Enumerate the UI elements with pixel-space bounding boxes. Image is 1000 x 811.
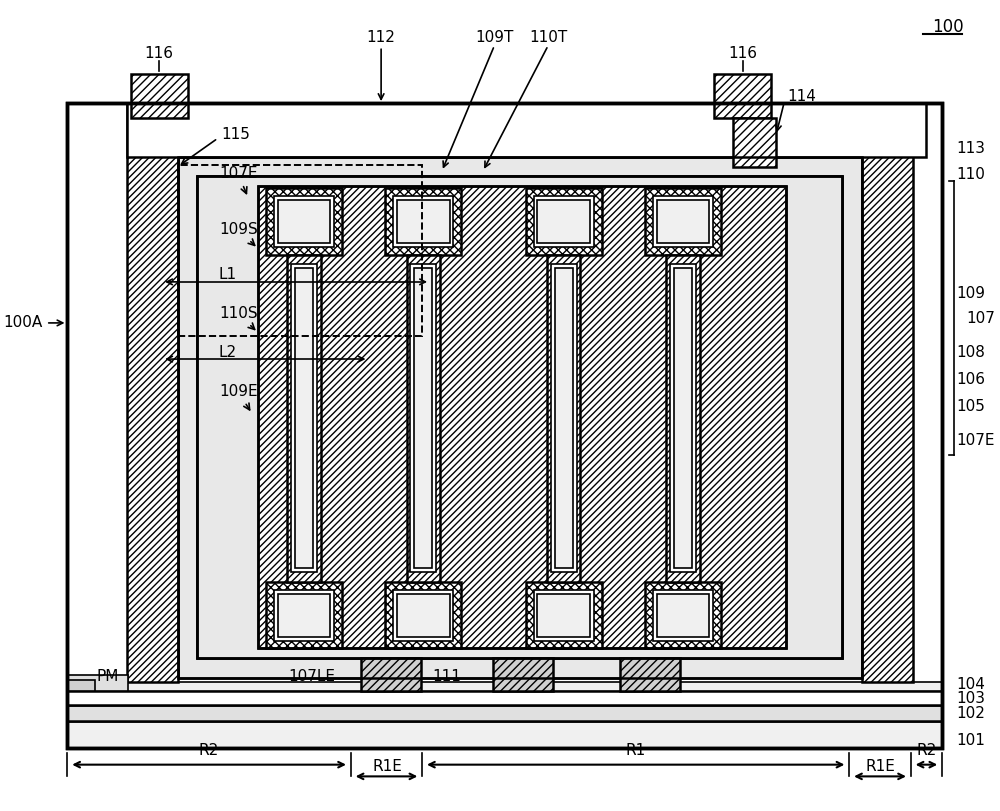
Text: R2: R2 bbox=[916, 744, 937, 758]
Bar bbox=[733, 118, 776, 166]
Text: R1E: R1E bbox=[866, 759, 895, 775]
Bar bbox=[266, 188, 342, 255]
Bar bbox=[67, 103, 942, 748]
Bar bbox=[385, 188, 461, 255]
Text: R1: R1 bbox=[625, 744, 645, 758]
Text: 114: 114 bbox=[788, 88, 817, 104]
Text: 109T: 109T bbox=[475, 30, 514, 45]
Bar bbox=[414, 268, 432, 569]
Bar bbox=[258, 186, 786, 648]
Bar bbox=[537, 200, 590, 242]
Text: 106: 106 bbox=[957, 372, 986, 387]
Bar bbox=[361, 659, 421, 691]
Bar bbox=[620, 659, 680, 691]
Text: 113: 113 bbox=[957, 141, 986, 157]
Text: L1: L1 bbox=[219, 267, 237, 281]
Bar bbox=[657, 200, 709, 242]
Text: 101: 101 bbox=[957, 732, 986, 748]
Bar bbox=[666, 255, 700, 582]
Text: 109: 109 bbox=[957, 286, 986, 301]
Bar bbox=[393, 196, 453, 247]
Bar bbox=[67, 680, 95, 691]
Text: 109S: 109S bbox=[219, 222, 258, 246]
Bar bbox=[393, 590, 453, 641]
Bar bbox=[551, 264, 577, 572]
Bar bbox=[197, 176, 842, 659]
Bar bbox=[645, 188, 721, 255]
Bar bbox=[645, 582, 721, 648]
Bar bbox=[67, 681, 942, 691]
Bar bbox=[385, 582, 461, 648]
Bar bbox=[547, 255, 580, 582]
Bar bbox=[274, 590, 334, 641]
Bar bbox=[131, 74, 188, 118]
Text: L2: L2 bbox=[219, 345, 237, 360]
Text: 104: 104 bbox=[957, 677, 986, 692]
Bar bbox=[278, 200, 330, 242]
Text: 105: 105 bbox=[957, 400, 986, 414]
Bar bbox=[657, 594, 709, 637]
Bar bbox=[714, 74, 771, 118]
Bar bbox=[407, 255, 440, 582]
Text: 102: 102 bbox=[957, 706, 986, 721]
Bar bbox=[295, 268, 313, 569]
Bar bbox=[274, 196, 334, 247]
Bar bbox=[397, 594, 450, 637]
Text: 111: 111 bbox=[432, 669, 461, 684]
Text: 110S: 110S bbox=[219, 306, 258, 329]
Bar bbox=[410, 264, 436, 572]
Bar bbox=[197, 176, 842, 659]
Text: 107LE: 107LE bbox=[288, 669, 335, 684]
Bar bbox=[653, 590, 713, 641]
Text: 108: 108 bbox=[957, 345, 986, 360]
Bar bbox=[67, 705, 942, 721]
Bar bbox=[197, 176, 842, 659]
Text: 110: 110 bbox=[957, 167, 986, 182]
Text: 107E: 107E bbox=[957, 433, 995, 448]
Bar bbox=[278, 594, 330, 637]
Text: 107E: 107E bbox=[219, 166, 257, 194]
Text: 100A: 100A bbox=[4, 315, 43, 330]
Bar bbox=[670, 264, 696, 572]
Bar bbox=[534, 590, 594, 641]
Bar bbox=[526, 582, 602, 648]
Text: 100: 100 bbox=[932, 18, 964, 36]
Bar bbox=[287, 255, 321, 582]
Bar bbox=[127, 103, 178, 681]
Text: R1E: R1E bbox=[372, 759, 402, 775]
Bar bbox=[258, 186, 786, 648]
Bar bbox=[266, 582, 342, 648]
Bar bbox=[127, 103, 926, 157]
Text: 107: 107 bbox=[967, 311, 995, 325]
Text: 110T: 110T bbox=[529, 30, 567, 45]
Bar bbox=[178, 157, 862, 678]
Bar bbox=[67, 675, 128, 691]
Bar bbox=[555, 268, 573, 569]
Text: 116: 116 bbox=[728, 45, 757, 61]
Bar bbox=[862, 103, 913, 681]
Text: 103: 103 bbox=[957, 691, 986, 706]
Bar bbox=[653, 196, 713, 247]
Bar bbox=[493, 659, 553, 691]
Bar bbox=[178, 157, 862, 678]
Bar bbox=[526, 188, 602, 255]
Bar bbox=[178, 165, 422, 336]
Bar bbox=[67, 691, 942, 705]
Bar bbox=[537, 594, 590, 637]
Text: 116: 116 bbox=[145, 45, 174, 61]
Bar bbox=[534, 196, 594, 247]
Bar bbox=[674, 268, 692, 569]
Text: PM: PM bbox=[96, 669, 119, 684]
Text: R2: R2 bbox=[199, 744, 219, 758]
Bar bbox=[397, 200, 450, 242]
Text: 109E: 109E bbox=[219, 384, 258, 410]
Text: 112: 112 bbox=[367, 30, 396, 45]
Bar bbox=[67, 721, 942, 748]
Text: 115: 115 bbox=[221, 127, 250, 142]
Bar bbox=[291, 264, 317, 572]
Bar bbox=[67, 103, 942, 748]
